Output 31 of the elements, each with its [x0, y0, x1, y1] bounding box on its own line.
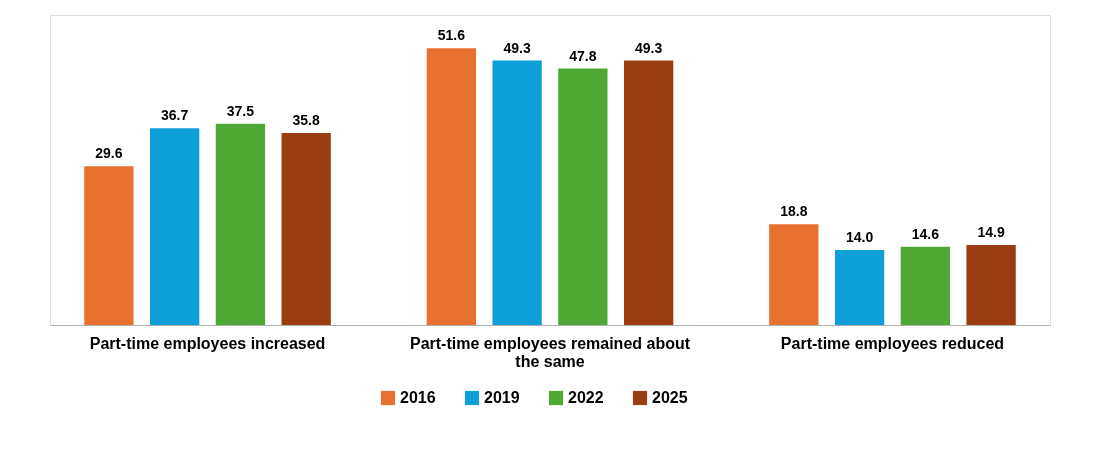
bar: [623, 60, 674, 325]
x-tick-label: Part-time employees increased: [89, 334, 326, 352]
data-label: 47.8: [569, 47, 597, 64]
legend-label: 2016: [400, 389, 436, 406]
bar: [558, 68, 608, 325]
legend-label: 2025: [652, 389, 688, 406]
x-tick-label: Part-time employees reduced: [780, 334, 1005, 352]
bar: [150, 128, 200, 325]
data-label: 14.0: [845, 228, 874, 245]
data-label: 36.7: [161, 107, 189, 124]
data-label: 14.9: [977, 224, 1005, 241]
data-label: 49.3: [635, 39, 663, 56]
bar: [834, 249, 885, 325]
legend-label: 2019: [484, 389, 520, 406]
data-label: 51.6: [437, 27, 466, 44]
data-label: 29.6: [95, 145, 123, 162]
bar: [84, 166, 134, 325]
data-label: 37.5: [226, 102, 255, 119]
bar: [769, 224, 819, 325]
x-tick-label: Part-time employees remained about the same: [409, 334, 691, 370]
legend-label: 2022: [568, 389, 604, 406]
data-label: 35.8: [292, 111, 320, 128]
bar: [900, 246, 950, 325]
bar: [281, 132, 331, 325]
data-label: 14.6: [911, 225, 940, 242]
bar: [426, 48, 477, 325]
bar: [492, 60, 542, 325]
bar: [966, 245, 1016, 325]
data-label: 49.3: [503, 39, 531, 56]
data-label: 18.8: [780, 203, 808, 220]
bar: [215, 123, 266, 325]
